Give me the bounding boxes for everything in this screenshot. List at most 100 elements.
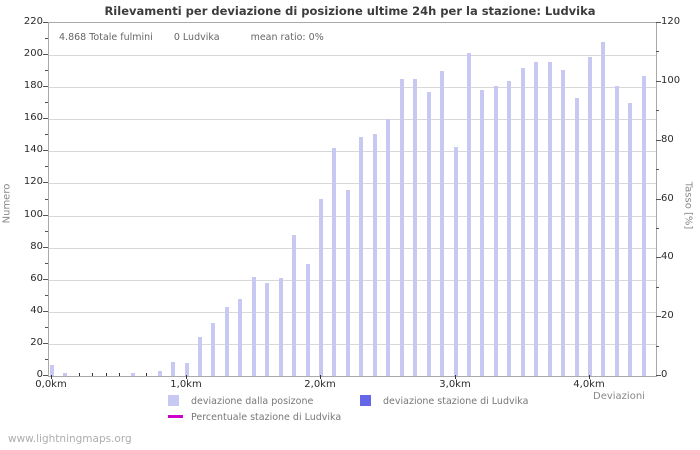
stat-mean-ratio: mean ratio: 0% <box>250 32 324 43</box>
left-axis-label-180: 180 <box>23 80 43 91</box>
left-axis-tick-0 <box>43 375 48 376</box>
bar-deviazione-dalla-posizone-3.9km <box>575 98 579 376</box>
bar-deviazione-dalla-posizone-1.2km <box>211 323 215 376</box>
right-axis-tick-100 <box>656 81 661 82</box>
right-axis-label-40: 40 <box>661 251 674 262</box>
right-axis-label-80: 80 <box>661 134 674 145</box>
legend-item-percent: Percentuale stazione di Ludvika <box>168 412 341 423</box>
watermark-link[interactable]: www.lightningmaps.org <box>8 433 132 445</box>
right-axis-label-120: 120 <box>661 16 681 27</box>
x-minor-tick <box>106 373 107 376</box>
bar-deviazione-dalla-posizone-2.7km <box>413 79 417 376</box>
legend-swatch-station <box>360 395 371 406</box>
x-axis-title: Deviazioni <box>593 391 645 402</box>
bar-deviazione-dalla-posizone-3.2km <box>480 90 484 376</box>
bar-deviazione-dalla-posizone-1.4km <box>238 299 242 376</box>
legend-item-station: deviazione stazione di Ludvika <box>360 395 528 407</box>
right-axis-minor-tick-30 <box>656 287 659 288</box>
x-axis-label-3: 3,0km <box>439 379 471 390</box>
left-axis-minor-tick-50 <box>45 295 48 296</box>
left-axis-tick-60 <box>43 279 48 280</box>
left-axis-label-80: 80 <box>30 241 43 252</box>
bar-deviazione-dalla-posizone-0.1km <box>63 373 67 376</box>
chart-title: Rilevamenti per deviazione di posizione … <box>104 4 596 18</box>
x-axis-label-2: 2,0km <box>304 379 336 390</box>
bar-deviazione-dalla-posizone-2.4km <box>373 134 377 376</box>
right-axis-minor-tick-110 <box>656 51 659 52</box>
bar-deviazione-dalla-posizone-1.8km <box>292 235 296 376</box>
left-axis-label-140: 140 <box>23 144 43 155</box>
bar-deviazione-dalla-posizone-3km <box>454 147 458 376</box>
plot-area: 4.868 Totale fulmini 0 Ludvika mean rati… <box>48 22 657 377</box>
left-axis-tick-20 <box>43 343 48 344</box>
gridline-y-60 <box>49 280 656 281</box>
x-major-tick-0 <box>51 375 52 379</box>
left-axis-minor-tick-70 <box>45 263 48 264</box>
bar-deviazione-dalla-posizone-1.6km <box>265 283 269 376</box>
gridline-y-100 <box>49 216 656 217</box>
stat-total-strikes: 4.868 Totale fulmini <box>59 32 153 43</box>
bar-deviazione-dalla-posizone-0.9km <box>171 362 175 376</box>
gridline-y-180 <box>49 87 656 88</box>
left-axis-tick-160 <box>43 118 48 119</box>
bar-deviazione-dalla-posizone-1km <box>185 363 189 376</box>
gridline-y-20 <box>49 344 656 345</box>
bar-deviazione-dalla-posizone-1.7km <box>279 278 283 376</box>
right-axis-tick-20 <box>656 316 661 317</box>
gridline-y-120 <box>49 183 656 184</box>
bar-deviazione-dalla-posizone-3.8km <box>561 70 565 376</box>
stat-station-strikes: 0 Ludvika <box>173 32 220 43</box>
left-axis-tick-100 <box>43 215 48 216</box>
right-axis-tick-0 <box>656 375 661 376</box>
left-axis-tick-200 <box>43 54 48 55</box>
bar-deviazione-dalla-posizone-4km <box>588 57 592 376</box>
x-axis-label-4: 4,0km <box>573 379 605 390</box>
x-major-tick-4 <box>589 375 590 379</box>
right-axis-label-0: 0 <box>661 369 668 380</box>
x-major-tick-2 <box>320 375 321 379</box>
bar-deviazione-dalla-posizone-4.2km <box>615 86 619 376</box>
x-minor-tick <box>119 373 120 376</box>
bar-deviazione-dalla-posizone-2.2km <box>346 190 350 376</box>
x-major-tick-1 <box>186 375 187 379</box>
bar-deviazione-dalla-posizone-4.4km <box>642 76 646 376</box>
x-major-tick-3 <box>455 375 456 379</box>
left-axis-minor-tick-170 <box>45 102 48 103</box>
bar-deviazione-dalla-posizone-3.6km <box>534 62 538 376</box>
gridline-y-140 <box>49 151 656 152</box>
bar-deviazione-dalla-posizone-2.3km <box>359 137 363 376</box>
left-axis-label-200: 200 <box>23 48 43 59</box>
bar-deviazione-dalla-posizone-2km <box>319 199 323 376</box>
left-axis-minor-tick-190 <box>45 70 48 71</box>
right-axis-minor-tick-10 <box>656 346 659 347</box>
left-axis-label-0: 0 <box>36 369 43 380</box>
bar-deviazione-dalla-posizone-2.9km <box>440 71 444 376</box>
left-axis-tick-180 <box>43 86 48 87</box>
bar-deviazione-dalla-posizone-2.6km <box>400 79 404 376</box>
bar-deviazione-dalla-posizone-2.8km <box>427 92 431 376</box>
left-axis-minor-tick-210 <box>45 38 48 39</box>
x-minor-tick <box>146 373 147 376</box>
legend-label-percent: Percentuale stazione di Ludvika <box>191 412 342 423</box>
right-axis-label-20: 20 <box>661 310 674 321</box>
left-axis-tick-40 <box>43 311 48 312</box>
left-axis-label-220: 220 <box>23 16 43 27</box>
gridline-y-200 <box>49 55 656 56</box>
gridline-y-160 <box>49 119 656 120</box>
left-axis-tick-140 <box>43 150 48 151</box>
legend-label-station: deviazione stazione di Ludvika <box>383 396 529 407</box>
bar-deviazione-dalla-posizone-3.7km <box>548 62 552 376</box>
bar-deviazione-dalla-posizone-0km <box>50 365 54 376</box>
right-axis-label-60: 60 <box>661 193 674 204</box>
legend-line-percent <box>168 415 183 418</box>
bar-deviazione-dalla-posizone-1.3km <box>225 307 229 376</box>
left-axis-minor-tick-110 <box>45 199 48 200</box>
left-axis-minor-tick-130 <box>45 166 48 167</box>
legend-item-deviation: deviazione dalla posizone <box>168 395 313 407</box>
bar-deviazione-dalla-posizone-4.3km <box>628 103 632 376</box>
left-axis-label-60: 60 <box>30 273 43 284</box>
stats-line: 4.868 Totale fulmini 0 Ludvika mean rati… <box>59 32 324 43</box>
right-axis-tick-40 <box>656 257 661 258</box>
bar-deviazione-dalla-posizone-0.8km <box>158 371 162 376</box>
